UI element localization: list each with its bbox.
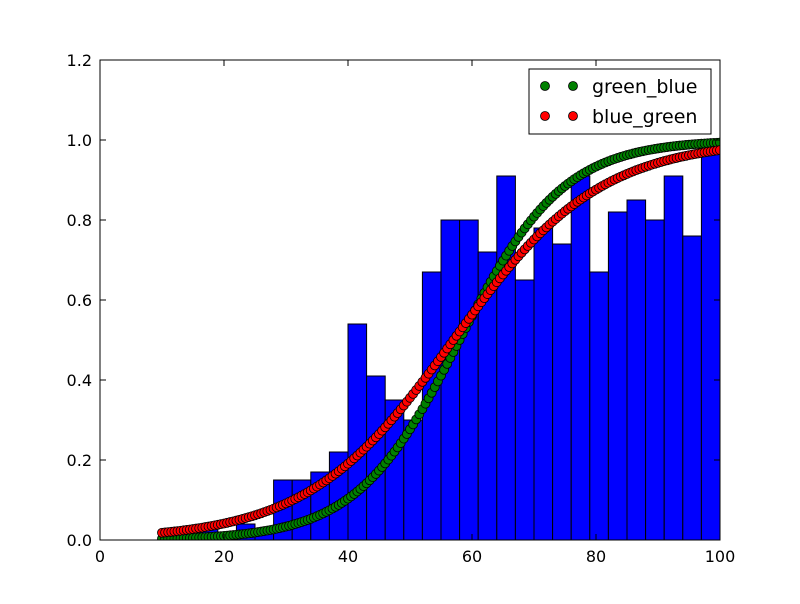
legend-label-green-blue: green_blue bbox=[592, 76, 697, 98]
y-tick-label: 0.0 bbox=[67, 531, 92, 550]
series-point bbox=[715, 145, 720, 155]
histogram-bar bbox=[366, 375, 386, 541]
legend: green_blue blue_green bbox=[528, 68, 712, 135]
x-tick-label: 100 bbox=[705, 547, 736, 566]
histogram-bar bbox=[645, 219, 665, 541]
histogram-bar bbox=[459, 219, 479, 541]
scatter-points bbox=[157, 137, 720, 540]
x-tick-label: 80 bbox=[586, 547, 606, 566]
histogram-bar bbox=[663, 175, 684, 541]
legend-marker-blue-green bbox=[568, 111, 578, 121]
legend-label-blue-green: blue_green bbox=[592, 106, 697, 128]
legend-marker-blue-green bbox=[540, 111, 550, 121]
x-tick-label: 0 bbox=[95, 547, 105, 566]
histogram-bar bbox=[496, 175, 516, 541]
histogram-bar bbox=[700, 139, 721, 541]
histogram-bar bbox=[347, 323, 368, 541]
y-tick-label: 0.4 bbox=[67, 371, 92, 390]
x-tick-label: 40 bbox=[338, 547, 358, 566]
histogram-bar bbox=[626, 199, 647, 541]
x-tick-label: 20 bbox=[214, 547, 234, 566]
legend-box bbox=[528, 68, 712, 135]
y-tick-label: 0.2 bbox=[67, 451, 92, 470]
histogram-bar bbox=[514, 279, 535, 541]
legend-marker-green-blue bbox=[540, 81, 550, 91]
histogram-bar bbox=[533, 227, 554, 541]
legend-marker-green-blue bbox=[568, 81, 578, 91]
series-green-blue bbox=[157, 137, 720, 540]
y-tick-label: 0.6 bbox=[67, 291, 92, 310]
y-tick-label: 1.0 bbox=[67, 131, 92, 150]
x-tick-label: 60 bbox=[462, 547, 482, 566]
axis-ticks: 0 20 40 60 80 100 0.0 0.2 0.4 0.6 0.8 1.0 1.2 bbox=[67, 51, 736, 566]
histogram-bar bbox=[440, 219, 461, 541]
series-blue-green bbox=[157, 145, 720, 538]
histogram-bar bbox=[682, 235, 702, 541]
histogram-bar bbox=[589, 271, 609, 541]
histogram-bar bbox=[570, 175, 591, 541]
histogram-bar bbox=[552, 243, 572, 541]
y-tick-label: 0.8 bbox=[67, 211, 92, 230]
histogram-bar bbox=[607, 211, 628, 541]
y-tick-label: 1.2 bbox=[67, 51, 92, 70]
